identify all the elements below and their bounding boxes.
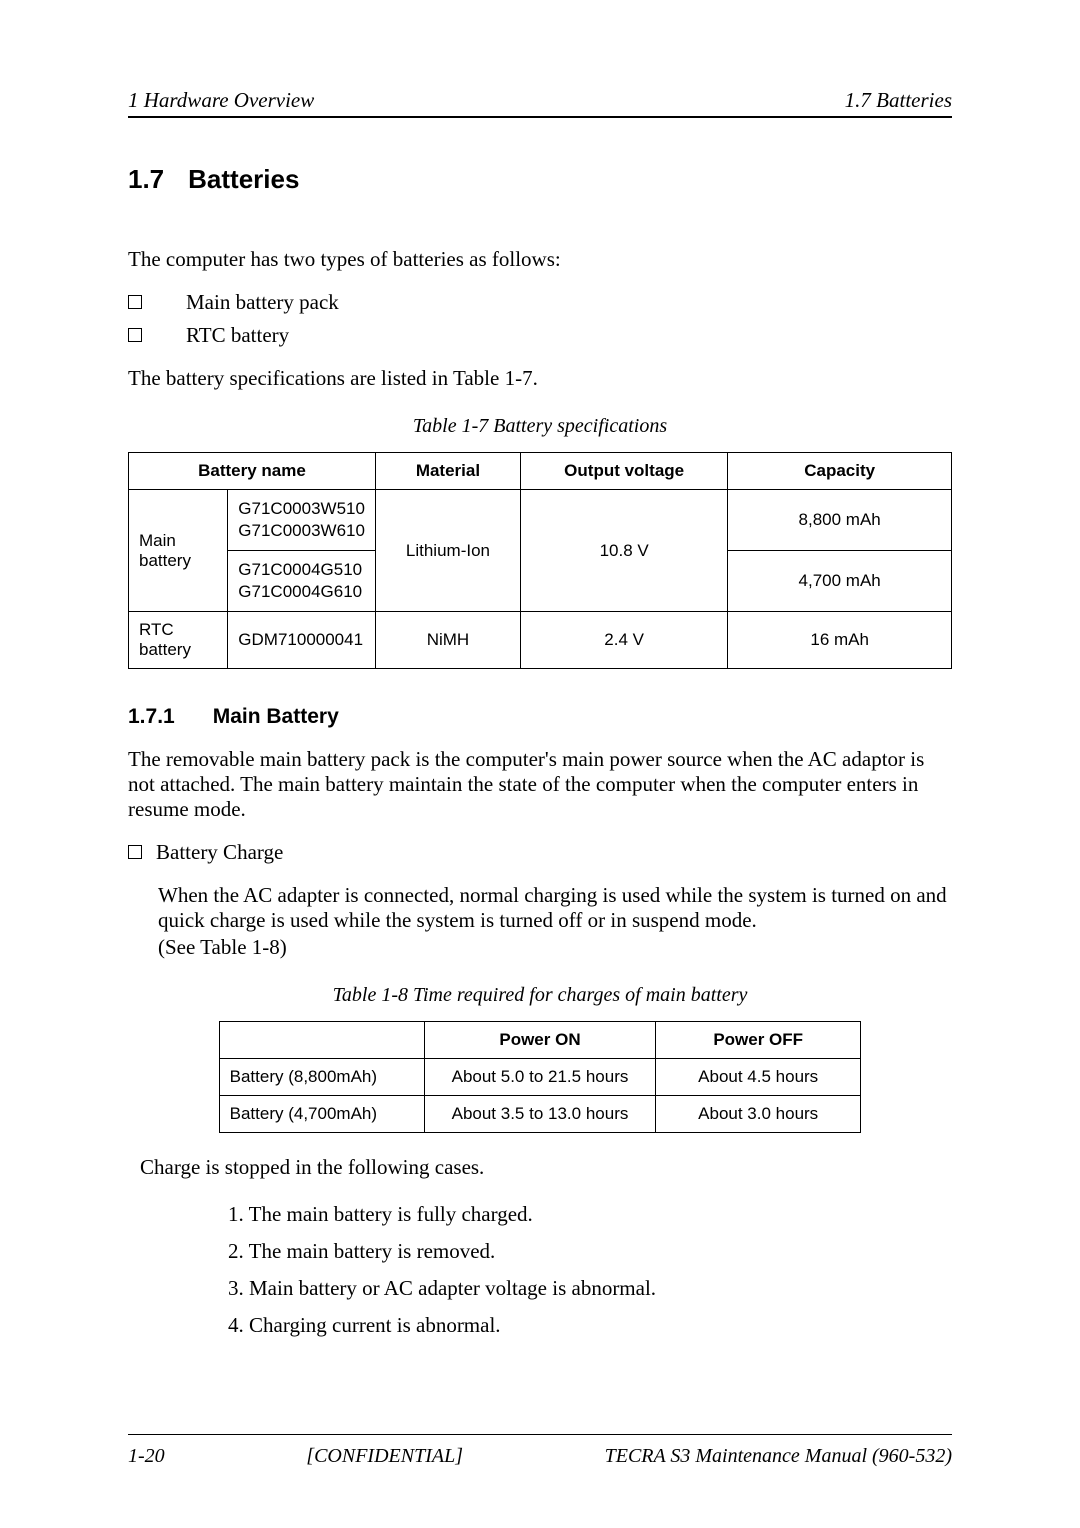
th-off: Power OFF	[656, 1022, 861, 1059]
table-row: Battery (8,800mAh) About 5.0 to 21.5 hou…	[219, 1059, 861, 1096]
section-name: Batteries	[188, 164, 299, 194]
cell-label: Battery (4,700mAh)	[219, 1096, 424, 1133]
list-item: 3. Main battery or AC adapter voltage is…	[228, 1276, 952, 1301]
table-row: RTC battery GDM710000041 NiMH 2.4 V 16 m…	[129, 612, 952, 669]
list-item: 2. The main battery is removed.	[228, 1239, 952, 1264]
bullet-icon	[128, 295, 142, 309]
charge-text-2: (See Table 1-8)	[158, 935, 952, 960]
list-item-text: RTC battery	[186, 323, 289, 348]
footer-row: 1-20 [CONFIDENTIAL] TECRA S3 Maintenance…	[128, 1445, 952, 1468]
th-material: Material	[375, 453, 520, 490]
subsection-title: 1.7.1 Main Battery	[128, 705, 952, 729]
page-header: 1 Hardware Overview 1.7 Batteries	[128, 88, 952, 113]
th-capacity: Capacity	[728, 453, 952, 490]
page-footer: 1-20 [CONFIDENTIAL] TECRA S3 Maintenance…	[128, 1434, 952, 1468]
battery-spec-table: Battery name Material Output voltage Cap…	[128, 452, 952, 669]
cell-rtc-label: RTC battery	[129, 612, 228, 669]
subsection-name: Main Battery	[213, 705, 339, 728]
th-voltage: Output voltage	[520, 453, 727, 490]
list-item: Main battery pack	[128, 290, 952, 315]
cell-main-label: Main battery	[129, 490, 228, 612]
charge-stop-text: Charge is stopped in the following cases…	[140, 1155, 952, 1180]
list-item-text: Main battery pack	[186, 290, 339, 315]
footer-center: [CONFIDENTIAL]	[306, 1445, 463, 1468]
partnum-a: G71C0003W510	[238, 498, 365, 520]
table2-caption: Table 1-8 Time required for charges of m…	[128, 984, 952, 1007]
footer-page: 1-20	[128, 1445, 165, 1468]
section-number: 1.7	[128, 164, 164, 195]
bullet-icon	[128, 845, 142, 859]
table-header-row: Power ON Power OFF	[219, 1022, 861, 1059]
cell-label: Battery (8,800mAh)	[219, 1059, 424, 1096]
cell-rtc-part: GDM710000041	[228, 612, 376, 669]
footer-rule	[128, 1434, 952, 1435]
battery-charge-label: Battery Charge	[156, 840, 283, 865]
cell-capacity: 8,800 mAh	[728, 490, 952, 551]
cell-voltage: 10.8 V	[520, 490, 727, 612]
table-row: Battery (4,700mAh) About 3.5 to 13.0 hou…	[219, 1096, 861, 1133]
table1-caption: Table 1-7 Battery specifications	[128, 415, 952, 438]
partnum-b: G71C0003W610	[238, 520, 365, 542]
header-rule	[128, 116, 952, 118]
th-on: Power ON	[424, 1022, 655, 1059]
partnum-b: G71C0004G610	[238, 581, 365, 603]
cell-rtc-voltage: 2.4 V	[520, 612, 727, 669]
charge-list: Battery Charge	[128, 840, 952, 865]
partnum-a: G71C0004G510	[238, 559, 365, 581]
list-item: 1. The main battery is fully charged.	[228, 1202, 952, 1227]
table-row: Main battery G71C0003W510 G71C0003W610 L…	[129, 490, 952, 551]
header-right: 1.7 Batteries	[845, 88, 952, 113]
cell-rtc-material: NiMH	[375, 612, 520, 669]
charge-description: When the AC adapter is connected, normal…	[158, 883, 952, 960]
cell-capacity: 4,700 mAh	[728, 551, 952, 612]
th-name: Battery name	[129, 453, 376, 490]
footer-right: TECRA S3 Maintenance Manual (960-532)	[605, 1445, 952, 1468]
cell-material: Lithium-Ion	[375, 490, 520, 612]
list-item: RTC battery	[128, 323, 952, 348]
table-header-row: Battery name Material Output voltage Cap…	[129, 453, 952, 490]
stop-cases-list: 1. The main battery is fully charged. 2.…	[228, 1202, 952, 1338]
list-item: 4. Charging current is abnormal.	[228, 1313, 952, 1338]
cell-on: About 3.5 to 13.0 hours	[424, 1096, 655, 1133]
section-title: 1.7 Batteries	[128, 164, 952, 195]
cell-off: About 4.5 hours	[656, 1059, 861, 1096]
table2-wrapper: Power ON Power OFF Battery (8,800mAh) Ab…	[128, 1021, 952, 1133]
charge-text-1: When the AC adapter is connected, normal…	[158, 883, 952, 933]
cell-off: About 3.0 hours	[656, 1096, 861, 1133]
cell-on: About 5.0 to 21.5 hours	[424, 1059, 655, 1096]
bullet-icon	[128, 328, 142, 342]
intro-text: The computer has two types of batteries …	[128, 247, 952, 272]
cell-partnum: G71C0004G510 G71C0004G610	[228, 551, 376, 612]
subsection-number: 1.7.1	[128, 705, 175, 729]
list-item: Battery Charge	[128, 840, 952, 865]
battery-types-list: Main battery pack RTC battery	[128, 290, 952, 348]
cell-partnum: G71C0003W510 G71C0003W610	[228, 490, 376, 551]
spec-intro: The battery specifications are listed in…	[128, 366, 952, 391]
th-blank	[219, 1022, 424, 1059]
charge-time-table: Power ON Power OFF Battery (8,800mAh) Ab…	[219, 1021, 862, 1133]
main-battery-text: The removable main battery pack is the c…	[128, 747, 952, 822]
header-left: 1 Hardware Overview	[128, 88, 314, 113]
cell-rtc-capacity: 16 mAh	[728, 612, 952, 669]
